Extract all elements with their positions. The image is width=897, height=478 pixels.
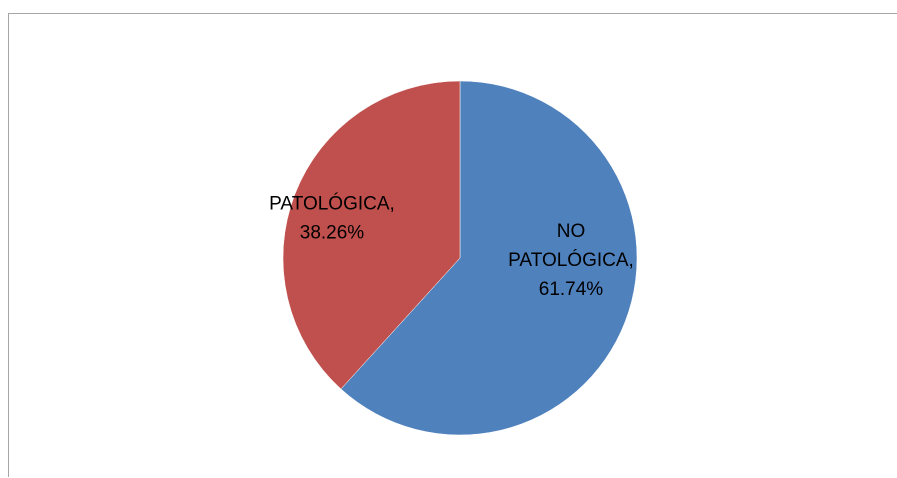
data-label-line: 61.74% xyxy=(539,279,604,300)
data-label-no-patol-gica: NO PATOLÓGICA, 61.74% xyxy=(508,221,634,300)
data-label-line: PATOLÓGICA, xyxy=(269,193,395,215)
pie-labels: NO PATOLÓGICA, 61.74% PATOLÓGICA, 38.26% xyxy=(269,193,634,301)
pie-slice-patol-gica xyxy=(282,80,461,390)
chart-area: NO PATOLÓGICA, 61.74% PATOLÓGICA, 38.26% xyxy=(8,13,897,477)
pie-chart: NO PATOLÓGICA, 61.74% PATOLÓGICA, 38.26% xyxy=(269,80,638,436)
pie-slice-no-patol-gica xyxy=(340,80,638,436)
data-label-patol-gica: PATOLÓGICA, 38.26% xyxy=(269,193,395,244)
data-label-line: NO xyxy=(557,221,586,242)
data-label-line: PATOLÓGICA, xyxy=(508,249,634,271)
pie-slices xyxy=(282,80,638,436)
data-label-line: 38.26% xyxy=(300,223,365,244)
